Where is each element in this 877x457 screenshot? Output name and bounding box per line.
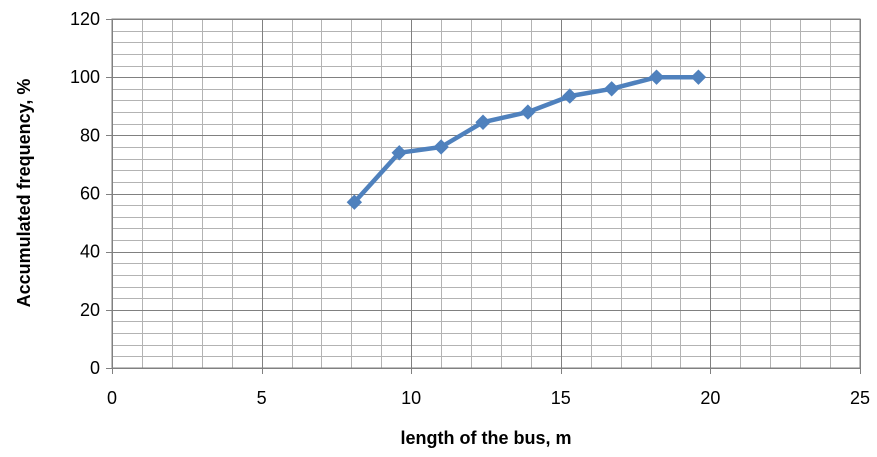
y-tick-label: 20 <box>80 300 100 320</box>
y-tick-label: 40 <box>80 242 100 262</box>
y-tick-label: 0 <box>90 358 100 378</box>
x-axis-title: length of the bus, m <box>401 428 572 448</box>
x-tick-label: 25 <box>850 388 870 408</box>
x-tick-label: 20 <box>700 388 720 408</box>
x-tick-label: 15 <box>551 388 571 408</box>
y-tick-label: 80 <box>80 125 100 145</box>
data-point-marker <box>520 104 536 120</box>
data-point-marker <box>648 69 665 85</box>
x-tick-label: 10 <box>401 388 421 408</box>
y-axis-title: Accumulated frequency, % <box>14 79 34 308</box>
x-tick-label: 5 <box>257 388 267 408</box>
data-point-marker <box>346 194 363 210</box>
x-axis-ticks: 0 5 10 15 20 25 <box>107 368 870 408</box>
plot-area-frame <box>111 18 861 369</box>
data-point-marker <box>475 114 491 130</box>
data-point-marker <box>433 139 449 155</box>
y-tick-label: 60 <box>80 184 100 204</box>
series-layer <box>346 69 707 210</box>
data-point-marker <box>603 81 620 97</box>
y-axis-ticks: 0 20 40 60 80 100 120 <box>70 9 112 378</box>
series-line <box>352 74 701 205</box>
x-tick-label: 0 <box>107 388 117 408</box>
minor-gridlines <box>112 19 861 369</box>
y-tick-label: 120 <box>70 9 100 29</box>
y-tick-label: 100 <box>70 67 100 87</box>
data-point-marker <box>562 88 578 104</box>
major-gridlines <box>112 19 861 369</box>
data-point-marker <box>690 69 707 85</box>
data-point-marker <box>391 145 407 161</box>
